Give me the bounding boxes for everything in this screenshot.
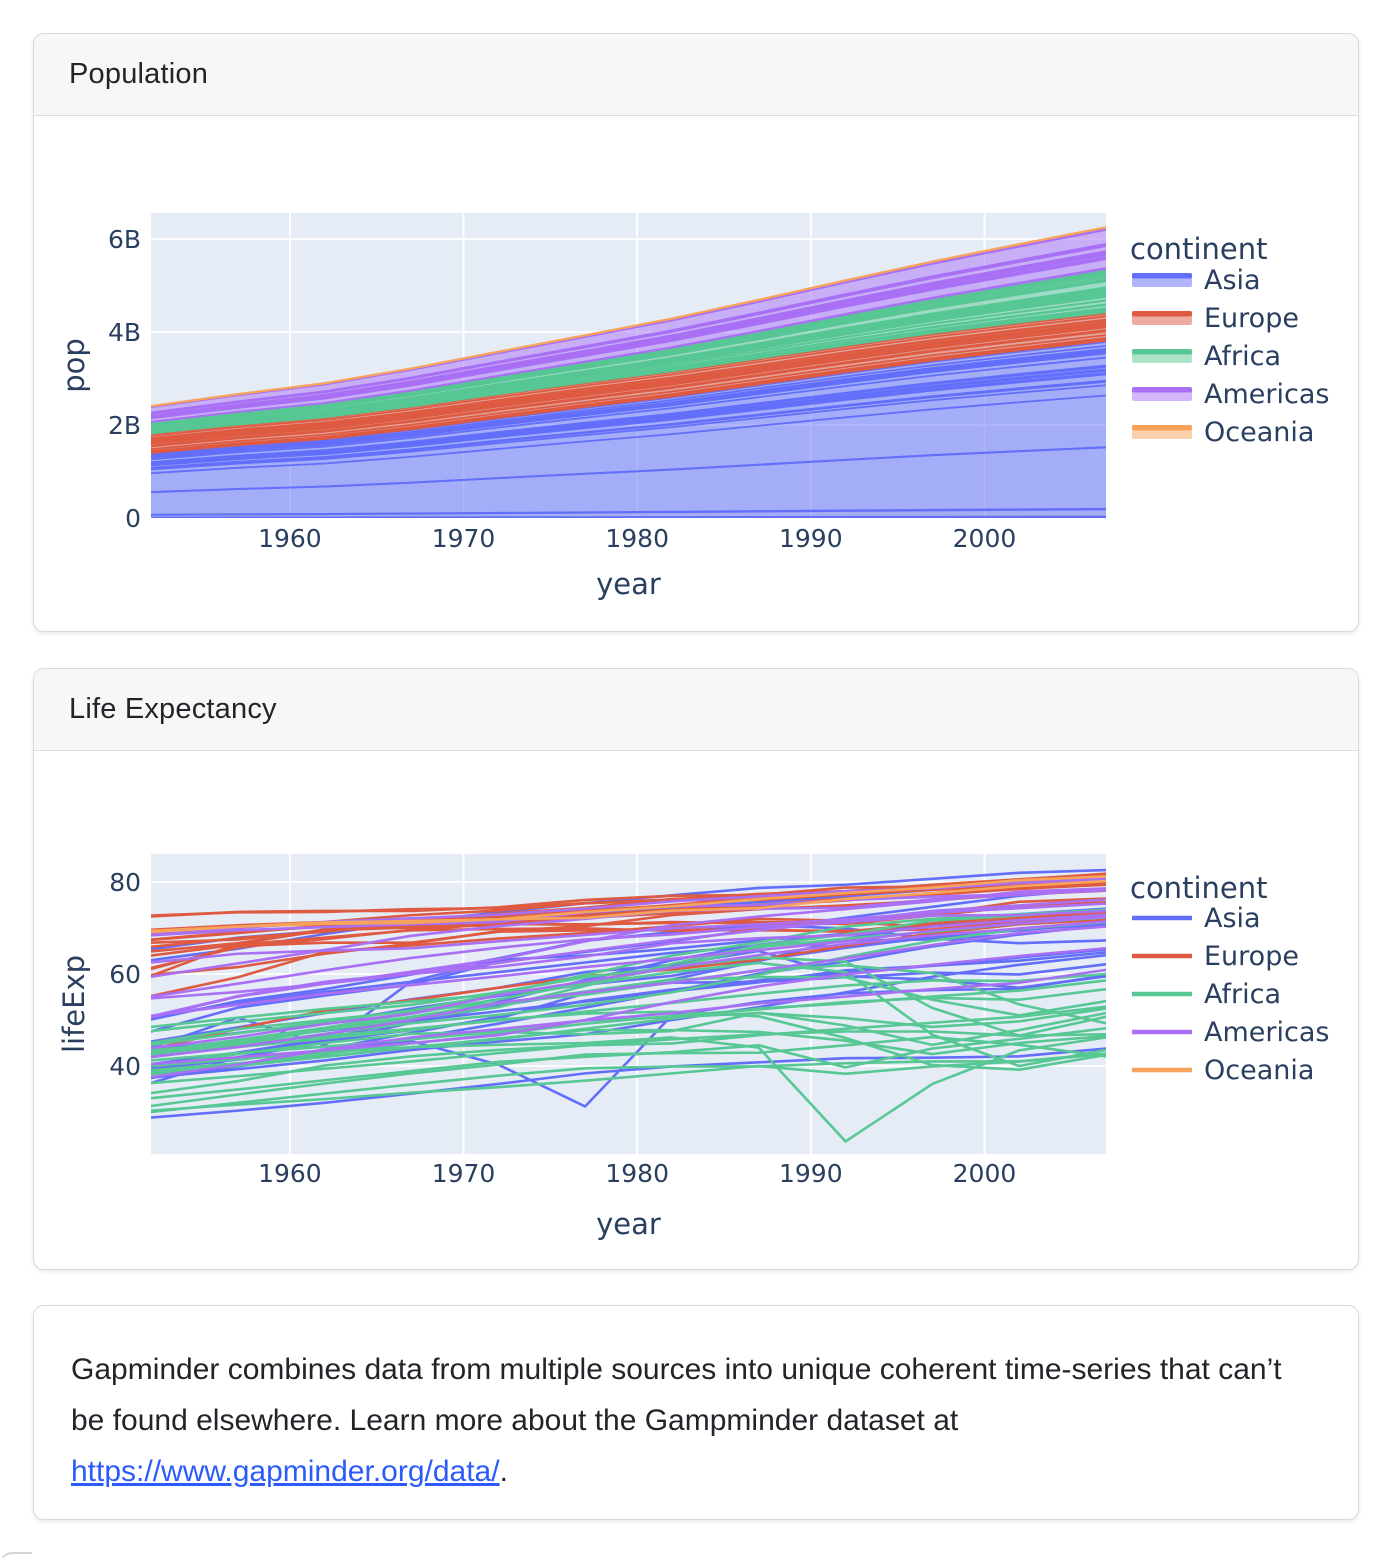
svg-text:Africa: Africa <box>1204 979 1281 1010</box>
svg-text:Africa: Africa <box>1204 341 1281 372</box>
pop-legend-item-asia[interactable]: Asia <box>1132 265 1261 296</box>
about-card: Gapminder combines data from multiple so… <box>33 1305 1359 1520</box>
population-card-header: Population <box>34 34 1358 116</box>
life-expectancy-card: Life Expectancy 40 60 80 1960 1970 1980 1990 20… <box>33 668 1359 1270</box>
life-yaxis-title: lifeExp <box>57 955 91 1053</box>
svg-text:Oceania: Oceania <box>1204 1055 1314 1086</box>
svg-text:2B: 2B <box>108 411 141 440</box>
life-legend-item-europe[interactable]: Europe <box>1132 941 1299 972</box>
svg-text:4B: 4B <box>108 318 141 347</box>
about-card-body: Gapminder combines data from multiple so… <box>34 1306 1358 1519</box>
pop-legend-item-oceania[interactable]: Oceania <box>1132 417 1314 448</box>
life-expectancy-card-header: Life Expectancy <box>34 669 1358 751</box>
gapminder-data-link[interactable]: https://www.gapminder.org/data/ <box>71 1455 500 1488</box>
pop-yaxis-title: pop <box>57 338 91 393</box>
pop-legend-title: continent <box>1130 232 1267 266</box>
svg-text:Americas: Americas <box>1204 1017 1329 1048</box>
svg-text:1990: 1990 <box>779 524 843 553</box>
svg-text:2000: 2000 <box>953 1159 1017 1188</box>
pop-legend-item-americas[interactable]: Americas <box>1132 379 1329 410</box>
life-expectancy-card-body: 40 60 80 1960 1970 1980 1990 2000 year lifeExp con… <box>34 751 1359 1270</box>
life-xaxis-title: year <box>596 1207 661 1241</box>
svg-text:Americas: Americas <box>1204 379 1329 410</box>
life-expectancy-card-title: Life Expectancy <box>69 693 277 725</box>
life-legend-item-oceania[interactable]: Oceania <box>1132 1055 1314 1086</box>
population-area-chart[interactable]: 0 2B 4B 6B 1960 1970 1980 1990 2000 year pop contin… <box>34 116 1359 632</box>
life-legend-item-asia[interactable]: Asia <box>1132 903 1261 934</box>
svg-text:0: 0 <box>125 504 141 533</box>
svg-text:2000: 2000 <box>953 524 1017 553</box>
svg-text:Asia: Asia <box>1204 265 1261 296</box>
svg-text:60: 60 <box>109 960 141 989</box>
svg-text:6B: 6B <box>108 225 141 254</box>
svg-text:1970: 1970 <box>432 524 496 553</box>
life-legend-item-americas[interactable]: Americas <box>1132 1017 1329 1048</box>
svg-text:Europe: Europe <box>1204 941 1299 972</box>
svg-text:Asia: Asia <box>1204 903 1261 934</box>
svg-text:Oceania: Oceania <box>1204 417 1314 448</box>
life-expectancy-line-chart[interactable]: 40 60 80 1960 1970 1980 1990 2000 year lifeExp con… <box>34 751 1359 1270</box>
life-legend-item-africa[interactable]: Africa <box>1132 979 1281 1010</box>
svg-text:1980: 1980 <box>605 524 669 553</box>
svg-text:40: 40 <box>109 1052 141 1081</box>
next-card-peek <box>0 1552 32 1558</box>
pop-legend-item-europe[interactable]: Europe <box>1132 303 1299 334</box>
about-text-after-link: . <box>499 1455 508 1488</box>
population-card: Population 0 2B 4B 6B 1960 1970 1980 1990 2000 ye… <box>33 33 1359 632</box>
about-text: Gapminder combines data from multiple so… <box>71 1344 1286 1497</box>
population-card-title: Population <box>69 58 209 90</box>
about-text-before-link: Gapminder combines data from multiple so… <box>71 1353 1282 1437</box>
population-card-body: 0 2B 4B 6B 1960 1970 1980 1990 2000 year pop contin… <box>34 116 1359 632</box>
svg-text:1960: 1960 <box>258 1159 322 1188</box>
svg-text:80: 80 <box>109 868 141 897</box>
svg-text:1960: 1960 <box>258 524 322 553</box>
pop-legend-item-africa[interactable]: Africa <box>1132 341 1281 372</box>
svg-text:1980: 1980 <box>605 1159 669 1188</box>
svg-text:1990: 1990 <box>779 1159 843 1188</box>
life-legend-title: continent <box>1130 871 1267 905</box>
svg-text:Europe: Europe <box>1204 303 1299 334</box>
pop-xaxis-title: year <box>596 567 661 601</box>
svg-text:1970: 1970 <box>432 1159 496 1188</box>
